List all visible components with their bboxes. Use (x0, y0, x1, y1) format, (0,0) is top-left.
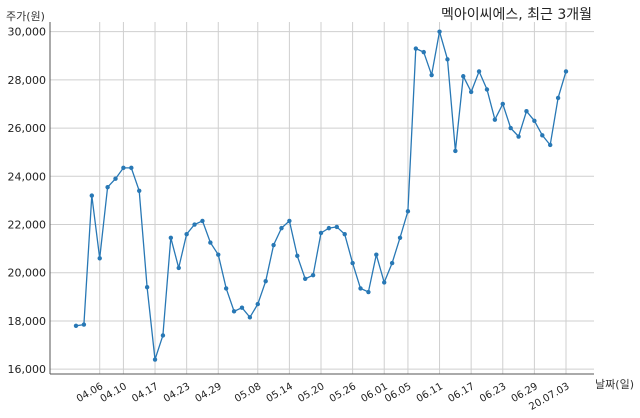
data-point (263, 278, 268, 284)
data-point (137, 188, 142, 193)
data-point (271, 242, 276, 248)
data-point (445, 57, 450, 62)
x-tick-label: 05.08 (233, 381, 263, 405)
data-point (287, 218, 292, 224)
data-point (500, 101, 505, 107)
data-point (516, 134, 521, 139)
x-tick-label: 04.23 (162, 381, 192, 405)
chart-title: 멕아이씨에스, 최근 3개월 (440, 7, 592, 23)
data-point (89, 193, 95, 198)
data-point (413, 46, 419, 51)
data-point (216, 252, 221, 257)
data-point (374, 252, 379, 257)
x-tick-label: 04.06 (75, 381, 105, 405)
data-point (310, 272, 316, 278)
data-point (508, 125, 513, 131)
x-tick-label: 06.05 (383, 381, 413, 405)
data-point (437, 29, 442, 34)
data-point (208, 240, 213, 245)
x-tick-label: 06.11 (415, 381, 445, 405)
data-point (492, 117, 498, 122)
data-point (144, 285, 150, 290)
data-point (73, 323, 79, 328)
y-tick-label: 30,000 (8, 26, 47, 39)
y-tick-label: 20,000 (8, 267, 47, 280)
data-point (231, 309, 237, 314)
data-point (129, 165, 134, 171)
data-point (121, 165, 126, 171)
data-point (532, 118, 537, 124)
x-tick-label: 06.23 (478, 381, 508, 405)
data-point (113, 176, 118, 181)
data-point (461, 74, 466, 79)
x-tick-label: 06.17 (446, 381, 476, 405)
x-tick-label: 04.10 (99, 381, 129, 405)
data-point (200, 218, 205, 224)
data-point (334, 224, 340, 230)
data-point (421, 49, 426, 55)
data-point (540, 133, 545, 138)
x-tick-label: 05.14 (265, 381, 295, 405)
data-point (255, 301, 260, 307)
data-point (524, 109, 529, 114)
data-point (382, 280, 387, 285)
data-point (484, 87, 490, 92)
data-point (453, 148, 458, 154)
data-point (184, 231, 189, 237)
data-point (547, 142, 553, 148)
data-point (476, 69, 482, 74)
y-tick-label: 24,000 (8, 170, 47, 183)
data-point (468, 89, 474, 95)
data-point (279, 225, 284, 231)
y-tick-label: 26,000 (8, 122, 47, 135)
y-axis-label: 주가(원) (6, 10, 45, 23)
data-point (350, 260, 355, 266)
data-point (302, 276, 308, 281)
data-point (318, 230, 324, 236)
data-point (326, 225, 332, 231)
data-point (563, 69, 569, 74)
data-point (160, 333, 166, 338)
data-point (223, 286, 229, 291)
x-tick-label: 05.26 (328, 381, 358, 405)
data-point (342, 231, 347, 237)
x-tick-label: 05.20 (296, 381, 326, 405)
data-point (358, 286, 363, 291)
data-point (97, 256, 102, 261)
data-point (168, 235, 174, 240)
y-tick-label: 22,000 (8, 219, 47, 232)
data-point (389, 260, 395, 266)
data-point (366, 289, 371, 295)
data-point (239, 305, 245, 310)
data-point (429, 72, 434, 78)
x-tick-label: 04.29 (193, 381, 223, 405)
y-tick-label: 18,000 (8, 315, 47, 328)
data-point (295, 253, 300, 259)
data-point (555, 95, 561, 101)
data-point (81, 322, 87, 327)
data-point (105, 184, 110, 190)
data-point (176, 265, 181, 271)
y-tick-label: 28,000 (8, 74, 47, 87)
y-tick-label: 16,000 (8, 363, 47, 376)
x-tick-label: 04.17 (130, 381, 160, 405)
data-point (247, 315, 253, 320)
x-axis-label: 날짜(일) (595, 378, 634, 391)
data-point (192, 222, 197, 227)
data-point (405, 209, 411, 214)
data-point (397, 235, 403, 240)
x-tick-label: 06.01 (359, 381, 389, 405)
data-point (152, 357, 158, 362)
